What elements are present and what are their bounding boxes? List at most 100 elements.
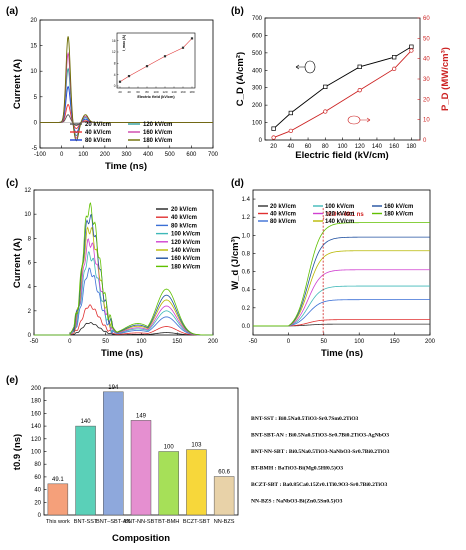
panel-e-y-tick-label: 20 — [34, 500, 41, 506]
panel-b-plot-frame — [264, 17, 421, 141]
panel-a-inset-frame — [116, 32, 196, 89]
panel-e-y-tick-label: 60 — [34, 475, 41, 481]
panel-e-y-tick-label: 80 — [34, 462, 41, 468]
panel-a-inset-point — [163, 55, 167, 58]
panel-d: (d) -50 0 50 100 150 200 0.0 0.2 0.4 0.6 0.8 1.0 1.2 1… — [230, 178, 436, 359]
panel-d-legend-label: 40 kV/cm — [270, 212, 296, 218]
panel-c-legend-label: 20 kV/cm — [171, 207, 197, 213]
panel-a-series-line — [40, 114, 213, 126]
panel-a-x-tick-label: 500 — [165, 152, 176, 158]
panel-b-cd-point — [357, 64, 362, 69]
panel-b-y-tick-label: 100 — [252, 121, 263, 127]
panel-e-bar — [158, 451, 179, 516]
panel-b-cd-point — [409, 44, 414, 49]
panel-e-composition-note: BNT-SST : Bi0.5Na0.5TiO3-Sr0.7Sm0.2TiO3 — [251, 416, 359, 422]
panel-b-cd-point — [392, 55, 397, 60]
panel-b-pd-point — [271, 135, 276, 140]
panel-b-x-tick-label: 100 — [337, 144, 348, 150]
panel-a-inset-x-tick-label: 40 — [127, 90, 131, 94]
panel-c-legend-label: 140 kV/cm — [171, 248, 200, 254]
panel-e-value-label: 49.1 — [52, 477, 64, 483]
panel-b-right-tick-label: 40 — [423, 57, 430, 63]
panel-e-y-tick-label: 0 — [38, 513, 42, 519]
panel-a-inset-point — [127, 74, 131, 78]
panel-e: (e) 0 20 40 60 80 100 120 140 160 180 200 49.1 This w… — [6, 375, 390, 544]
panel-a-inset-x-tick-label: 100 — [153, 90, 158, 94]
panel-c-x-tick-label: 50 — [102, 339, 109, 345]
panel-b-right-tick-label: 30 — [423, 77, 430, 83]
panel-e-category-label: BCZT-SBT — [183, 519, 211, 525]
panel-a-y-tick-label: 0 — [34, 120, 38, 126]
panel-b-x-tick-label: 120 — [355, 144, 366, 150]
panel-a-legend-label: 180 kV/cm — [143, 138, 172, 144]
panel-a-inset-x-tick-label: 120 — [162, 90, 167, 94]
panel-a-legend-label: 20 kV/cm — [85, 122, 111, 128]
panel-a-legend-label: 80 kV/cm — [85, 138, 111, 144]
panel-b-y-tick-label: 700 — [252, 16, 263, 22]
panel-a-x-tick-label: 600 — [186, 152, 197, 158]
panel-e-y-tick-label: 160 — [31, 411, 42, 417]
panel-a-inset-y-label: I_max (A) — [122, 34, 126, 51]
panel-d-y-tick-label: 0.0 — [242, 324, 251, 330]
panel-d-series-line — [253, 319, 430, 327]
panel-b-x-tick-label: 160 — [389, 144, 400, 150]
panel-d-legend-label: 80 kV/cm — [270, 219, 296, 225]
panel-c-x-axis-label: Time (ns) — [101, 348, 143, 359]
panel-b: (b)20 40 60 80 100 120 140 160 18001002003004005… — [231, 6, 451, 161]
panel-d-y-tick-label: 0.2 — [242, 306, 251, 312]
panel-c-x-tick-label: 200 — [208, 339, 219, 345]
panel-e-value-label: 103 — [191, 443, 202, 449]
panel-a-inset-y-tick-label: 0 — [114, 84, 116, 88]
panel-e-label: (e) — [6, 375, 18, 386]
panel-a-series-line — [40, 36, 213, 142]
panel-e-bar — [213, 476, 235, 516]
panel-a-legend-label: 160 kV/cm — [143, 130, 172, 136]
panel-b-cd-point — [288, 110, 293, 116]
panel-c-label: (c) — [6, 178, 18, 189]
panel-d-y-tick-label: 1.4 — [242, 197, 251, 203]
panel-a-inset-y-tick-label: 8 — [114, 62, 116, 66]
panel-b-y-tick-label: 0 — [259, 138, 263, 144]
panel-a-x-tick-label: 400 — [143, 152, 154, 158]
panel-a-inset-x-tick-label: 180 — [189, 90, 194, 94]
panel-b-x-tick-label: 140 — [372, 144, 383, 150]
panel-b-y-tick-label: 400 — [252, 68, 263, 74]
panel-a-inset-point — [190, 37, 194, 40]
panel-b-pd-point — [357, 88, 362, 93]
panel-c-legend-label: 40 kV/cm — [171, 215, 197, 221]
panel-e-category-label: BT-BMH — [158, 519, 179, 525]
panel-e-category-label: This work — [46, 519, 70, 525]
panel-b-y-tick-label: 200 — [252, 103, 263, 109]
panel-e-y-tick-label: 40 — [34, 488, 41, 494]
panel-a-inset-y-tick-label: 16 — [112, 39, 116, 43]
panel-a-inset-point — [145, 65, 149, 68]
panel-c-legend-label: 180 kV/cm — [171, 264, 200, 270]
panel-a-inset-point — [181, 46, 185, 49]
panel-a-x-axis-label: Time (ns) — [105, 161, 147, 172]
panel-b-pd-point — [392, 66, 397, 71]
panel-e-y-tick-label: 140 — [31, 424, 42, 430]
panel-c-legend-label: 100 kV/cm — [171, 232, 200, 238]
panel-e-y-axis-label: t0.9 (ns) — [12, 434, 23, 470]
panel-a-series-line — [40, 103, 213, 129]
panel-b-right-tick-label: 10 — [423, 118, 430, 124]
panel-a-x-tick-label: 200 — [100, 152, 111, 158]
panel-a-inset-y-tick-label: 12 — [112, 50, 116, 54]
panel-d-x-tick-label: 50 — [320, 339, 327, 345]
panel-e-category-label: NN-BZS — [214, 519, 235, 525]
panel-b-x-tick-label: 60 — [305, 144, 312, 150]
panel-d-legend-label: 100 kV/cm — [325, 204, 354, 210]
panel-d-x-tick-label: 200 — [425, 339, 436, 345]
panel-d-x-tick-label: -50 — [249, 339, 258, 345]
panel-b-x-tick-label: 40 — [287, 144, 294, 150]
panel-b-y-tick-label: 600 — [252, 33, 263, 39]
panel-d-legend-label: 160 kV/cm — [384, 204, 413, 210]
panel-c-y-axis-label: Current (A) — [12, 238, 23, 288]
panel-e-composition-note: BCZT-SBT : Ba0.85Ca0.15Zr0.1Ti0.9O3-Sr0.… — [251, 482, 387, 488]
panel-c-series-line — [34, 202, 213, 336]
panel-a-y-tick-label: 10 — [30, 69, 37, 75]
panel-a-y-axis-label: Current (A) — [12, 59, 23, 109]
panel-e-value-label: 149 — [136, 413, 147, 419]
